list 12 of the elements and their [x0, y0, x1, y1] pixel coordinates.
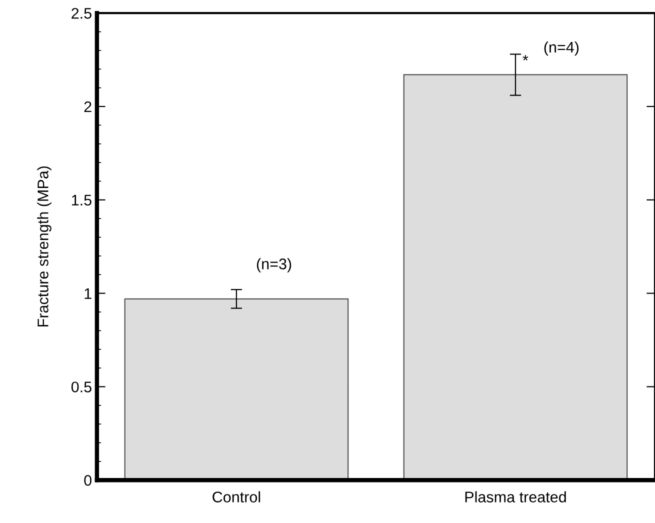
y-tick-label: 1.5	[72, 194, 92, 206]
x-tick-label: Plasma treated	[465, 491, 566, 502]
y-tick-label: 2	[84, 101, 92, 112]
y-axis-title: Fracture strength (MPa)	[37, 166, 52, 326]
y-tick-label: 0.5	[71, 382, 92, 392]
x-tick-label: Control	[212, 491, 260, 502]
annotation: (n=4)	[544, 41, 579, 56]
y-tick-label: 2.5	[72, 8, 92, 19]
annotation: (n=3)	[256, 258, 292, 272]
y-tick-label: 1	[84, 288, 92, 299]
annotation: *	[522, 55, 528, 60]
y-tick-label: 0	[84, 474, 92, 486]
